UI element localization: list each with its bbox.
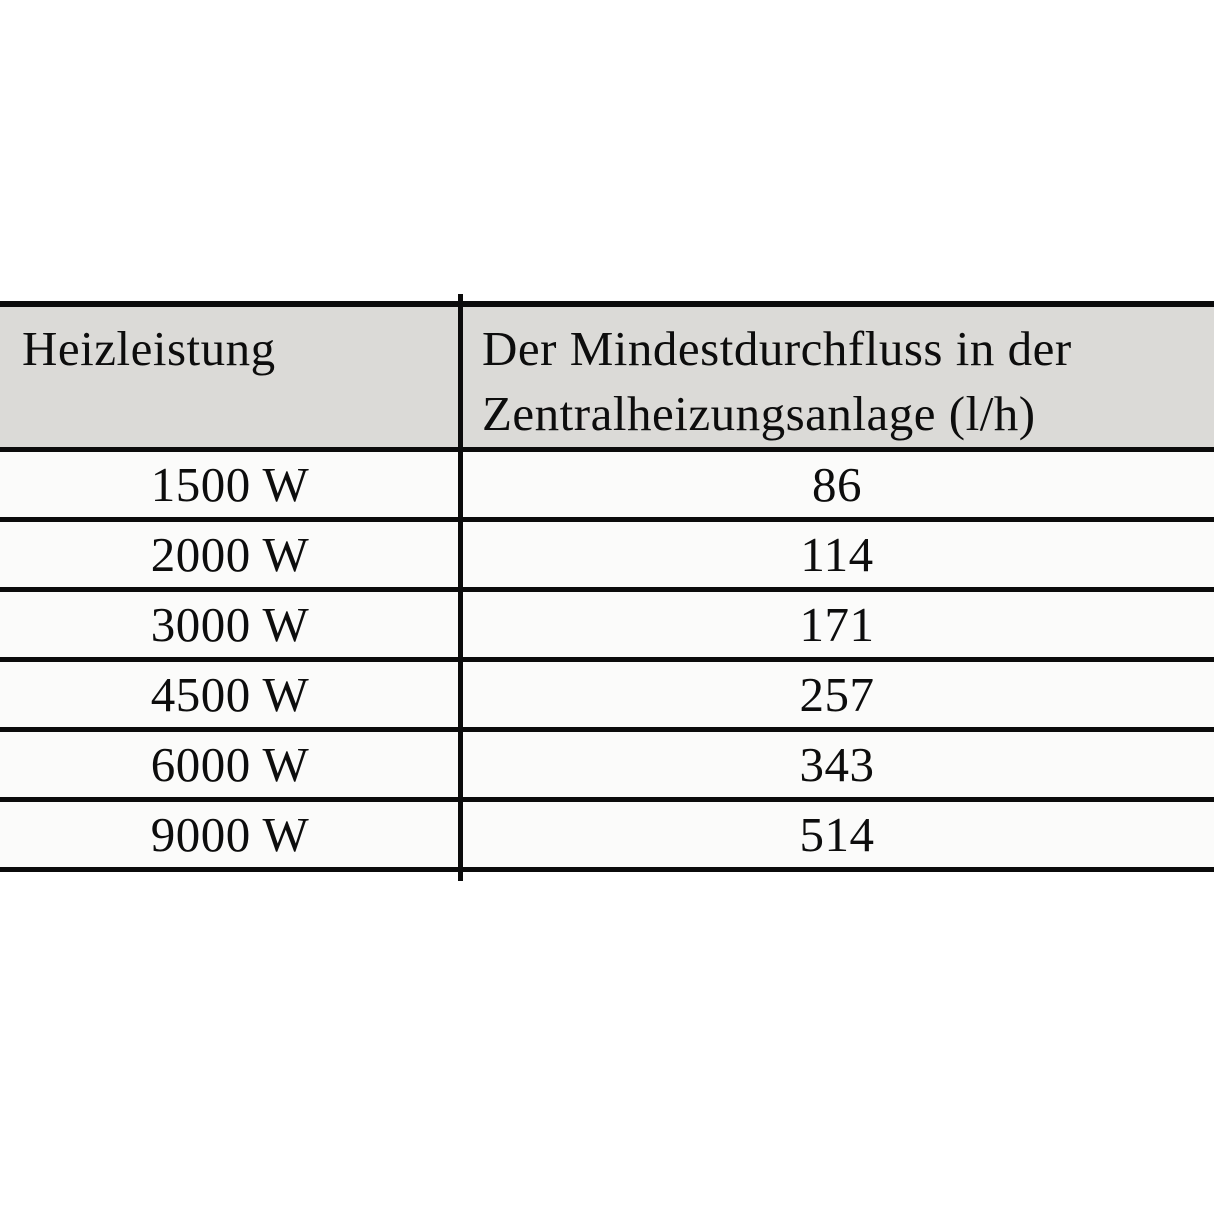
power-value: 1500 W [150,457,310,512]
power-value: 4500 W [150,667,310,722]
flow-value: 86 [812,457,862,512]
table-row: 3000 W 171 [0,592,1214,662]
header-heizleistung: Heizleistung [22,321,276,376]
power-value: 6000 W [150,737,310,792]
power-value: 9000 W [150,807,310,862]
table-header-row: Heizleistung Der Mindestdurchfluss in de… [0,307,1214,452]
table-row: 9000 W 514 [0,802,1214,872]
column-divider-line [458,294,463,881]
power-value: 3000 W [150,597,310,652]
flow-value: 114 [800,527,874,582]
flow-value: 343 [799,737,875,792]
flow-value: 171 [799,597,875,652]
table-row: 4500 W 257 [0,662,1214,732]
table-row: 2000 W 114 [0,522,1214,592]
flow-value: 514 [799,807,875,862]
heating-flow-table: Heizleistung Der Mindestdurchfluss in de… [0,294,1214,881]
flow-value: 257 [799,667,875,722]
table-row: 1500 W 86 [0,452,1214,522]
table-row: 6000 W 343 [0,732,1214,802]
power-value: 2000 W [150,527,310,582]
header-mindestdurchfluss: Der Mindestdurchfluss in der Zentralheiz… [482,321,1072,441]
